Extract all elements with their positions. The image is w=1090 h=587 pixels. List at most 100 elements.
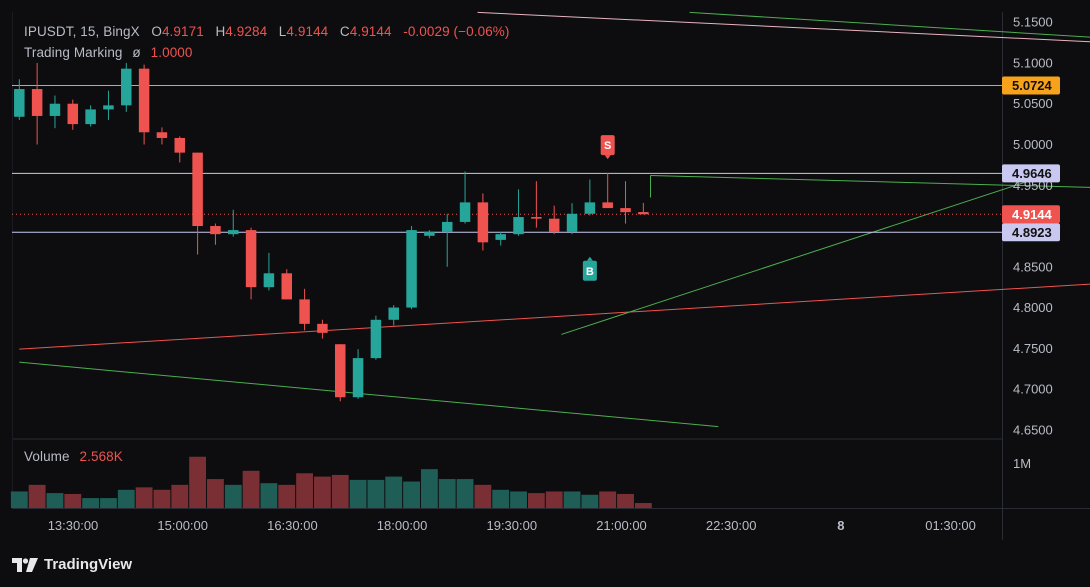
candle-body (228, 230, 239, 235)
volume-bar (349, 479, 367, 508)
candle-body (121, 68, 132, 106)
time-tick-label: 22:30:00 (706, 518, 757, 533)
candle-body (138, 68, 150, 133)
volume-bar (10, 491, 28, 508)
price-badge (1002, 164, 1060, 183)
candle-body (513, 217, 524, 235)
price-tick-label: 5.1500 (1013, 15, 1053, 30)
volume-legend[interactable]: Volume 2.568K (24, 449, 123, 464)
price-badge (1002, 205, 1060, 224)
volume-bar (545, 491, 563, 508)
candle-body (245, 230, 257, 288)
price-badge (1002, 223, 1060, 242)
volume-bar (438, 479, 456, 508)
volume-bar (385, 476, 403, 508)
low-label: L (278, 24, 287, 39)
open-value: 4.9171 (161, 24, 204, 39)
volume-bar (171, 484, 189, 508)
candle-body (548, 218, 560, 232)
time-tick-label: 8 (837, 518, 844, 533)
buy-signal-marker (582, 260, 597, 281)
candle-body (210, 226, 221, 235)
indicator-name[interactable]: Trading Marking (24, 45, 123, 60)
volume-bar (153, 489, 171, 508)
volume-bar (46, 493, 64, 508)
indicator-legend[interactable]: Trading Marking ø 1.0000 (24, 45, 193, 60)
volume-bar (510, 491, 527, 508)
candle-body (192, 152, 203, 227)
candle-body (281, 273, 292, 300)
candle-body (620, 208, 631, 213)
price-tick-label: 4.7000 (1013, 382, 1053, 397)
candle-body (14, 89, 25, 117)
volume-bar (331, 474, 349, 508)
volume-label[interactable]: Volume (24, 449, 70, 464)
candle-body (370, 319, 382, 359)
trendline (19, 361, 719, 428)
price-tick-label: 4.8500 (1013, 259, 1053, 274)
volume-bar (100, 498, 117, 508)
time-tick-label: 18:00:00 (377, 518, 428, 533)
time-tick-label: 15:00:00 (157, 518, 208, 533)
volume-bar (456, 479, 474, 508)
volume-bar (207, 479, 224, 508)
volume-bar (296, 473, 313, 508)
candle-body (263, 273, 275, 288)
price-badge (1002, 76, 1060, 95)
tradingview-logo-icon (12, 557, 38, 572)
time-tick-label: 19:30:00 (486, 518, 537, 533)
trendline (19, 283, 1090, 350)
candle-body (174, 137, 186, 153)
buy-signal-pointer (586, 256, 593, 261)
volume-bar (474, 484, 492, 508)
candle-body (299, 299, 310, 324)
ohlc-legend: IPUSDT, 15, BingX O4.9171 H4.9284 L4.914… (24, 24, 510, 39)
indicator-symbol: ø (132, 45, 141, 60)
volume-bar (82, 498, 100, 508)
price-tick-label: 4.7500 (1013, 341, 1053, 356)
volume-value: 2.568K (79, 449, 123, 464)
symbol-label[interactable]: IPUSDT, 15, BingX (24, 24, 140, 39)
volume-bar (260, 483, 278, 508)
volume-bar (563, 491, 581, 508)
candle-body (67, 103, 79, 125)
price-badge-label: 4.9646 (1012, 166, 1052, 181)
open-label: O (151, 24, 162, 39)
price-tick-label: 5.0500 (1013, 96, 1053, 111)
sell-signal-marker (600, 135, 615, 156)
volume-bar (403, 481, 420, 508)
time-tick-label: 16:30:00 (267, 518, 318, 533)
candle-body (531, 217, 542, 219)
volume-bar (617, 493, 634, 508)
price-badge-label: 4.8923 (1012, 225, 1052, 240)
trendline (477, 11, 1090, 43)
volume-bar (581, 494, 599, 508)
candle-body (156, 132, 168, 138)
tradingview-brand[interactable]: TradingView (12, 556, 132, 573)
indicator-value: 1.0000 (150, 45, 193, 60)
candle-body (49, 103, 61, 116)
volume-bar (242, 470, 260, 508)
volume-bar (28, 484, 46, 508)
candle-body (424, 231, 435, 236)
candle-body (406, 230, 417, 308)
candle-body (638, 212, 649, 215)
price-tick-label: 4.8000 (1013, 300, 1053, 315)
brand-name: TradingView (44, 556, 133, 573)
volume-bar (117, 489, 135, 508)
volume-bar (634, 503, 652, 508)
candle-body (441, 221, 453, 232)
candle-body (31, 89, 43, 116)
time-tick-label: 13:30:00 (48, 518, 99, 533)
high-label: H (215, 24, 226, 39)
close-value: 4.9144 (349, 24, 392, 39)
change-value: -0.0029 (−0.06%) (403, 24, 510, 39)
sell-signal-pointer (604, 155, 611, 160)
high-value: 4.9284 (225, 24, 268, 39)
candle-body (459, 202, 471, 222)
volume-axis-label: 1M (1013, 456, 1031, 471)
volume-bar (527, 493, 545, 508)
low-value: 4.9144 (286, 24, 329, 39)
